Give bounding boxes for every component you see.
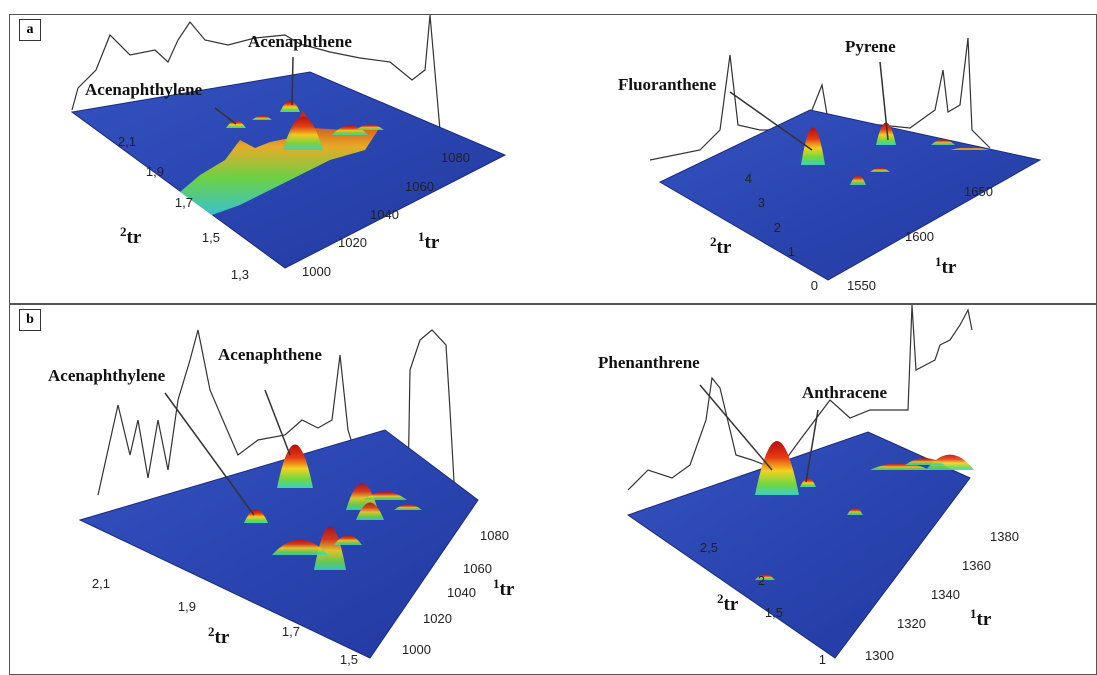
x-axis-label: 1tr [493, 576, 515, 600]
surface-peak [850, 175, 866, 185]
peak-leader-line [729, 91, 813, 151]
y-tick-label: 1,7 [282, 624, 300, 639]
y-tick-label: 1,3 [231, 267, 249, 282]
surface-peak [847, 508, 863, 515]
chromatogram-trace [97, 329, 456, 501]
x-tick-label: 1040 [370, 207, 399, 222]
y-tick-label: 0 [811, 278, 818, 293]
x-tick-label: 1320 [897, 616, 926, 631]
x-tick-label: 1360 [962, 558, 991, 573]
y-tick-label: 4 [745, 171, 752, 186]
x-tick-label: 1040 [447, 585, 476, 600]
peak-leader-line [264, 389, 291, 456]
surface-plane [78, 429, 479, 659]
peak-acenaphthylene [244, 509, 268, 523]
y-tick-label: 2 [758, 573, 765, 588]
peak-label: Acenaphthylene [48, 366, 166, 385]
panel-b-tag: b [19, 309, 41, 331]
y-tick-label: 1,9 [178, 599, 196, 614]
x-tick-label: 1650 [964, 184, 993, 199]
surface-peak [950, 147, 990, 150]
surface-peak [356, 124, 384, 130]
y-axis-label: 2tr [208, 624, 230, 648]
peak-label: Phenanthrene [598, 353, 700, 372]
y-tick-label: 1,9 [146, 164, 164, 179]
surface-peak [394, 504, 422, 510]
x-tick-label: 1080 [480, 528, 509, 543]
peak-label: Pyrene [845, 37, 896, 56]
surface-peak [252, 115, 272, 120]
peak-phenanthrene [755, 441, 799, 495]
surface-peak [272, 539, 328, 555]
peak-acenaphthylene [226, 120, 246, 128]
x-tick-label: 1380 [990, 529, 1019, 544]
peak-label: Acenaphthene [218, 345, 322, 364]
surface-plane [658, 109, 1042, 281]
surface-peak [283, 116, 323, 150]
peak-leader-line [291, 56, 294, 106]
x-tick-label: 1000 [402, 642, 431, 657]
chromatogram-trace [71, 14, 441, 131]
x-axis-label: 1tr [970, 606, 992, 630]
y-tick-label: 1,5 [202, 230, 220, 245]
panel-a-tag: a [19, 19, 41, 41]
peak-acenaphthene [280, 100, 300, 112]
y-axis-label: 2tr [120, 224, 142, 248]
peak-label: Fluoranthene [618, 75, 717, 94]
peak-leader-line [164, 392, 255, 516]
x-axis-label: 1tr [418, 229, 440, 253]
x-tick-label: 1550 [847, 278, 876, 293]
surface-plane [626, 431, 971, 659]
y-tick-label: 1,7 [175, 195, 193, 210]
peak-label: Acenaphthylene [85, 80, 203, 99]
x-axis-label: 1tr [935, 254, 957, 278]
surface-peak [870, 167, 890, 172]
y-tick-label: 2,1 [92, 576, 110, 591]
peak-fluoranthene [801, 127, 825, 165]
x-tick-label: 1060 [463, 561, 492, 576]
surface-peak [905, 458, 945, 465]
surface-peak [926, 454, 974, 470]
surface-peak [363, 491, 407, 500]
y-tick-label: 3 [758, 195, 765, 210]
peak-acenaphthene [277, 444, 313, 488]
ridge-surface [180, 110, 380, 215]
peak-leader-line [214, 107, 237, 125]
x-tick-label: 1020 [423, 611, 452, 626]
x-tick-label: 1060 [405, 179, 434, 194]
x-tick-label: 1600 [905, 229, 934, 244]
surface-peak [334, 535, 362, 545]
y-tick-label: 1 [788, 244, 795, 259]
peak-pyrene [876, 122, 896, 145]
surface-peak [931, 139, 955, 145]
x-tick-label: 1340 [931, 587, 960, 602]
x-tick-label: 1000 [302, 264, 331, 279]
y-tick-label: 2,1 [118, 134, 136, 149]
y-tick-label: 1 [819, 652, 826, 667]
x-tick-label: 1080 [441, 150, 470, 165]
surface-peak [332, 125, 368, 135]
x-tick-label: 1300 [865, 648, 894, 663]
y-axis-label: 2tr [710, 234, 732, 258]
surface-peak [755, 574, 775, 580]
peak-leader-line [879, 61, 889, 141]
peak-anthracene [800, 478, 816, 487]
x-tick-label: 1020 [338, 235, 367, 250]
peak-leader-line [699, 384, 773, 471]
y-tick-label: 2 [774, 220, 781, 235]
peak-label: Acenaphthene [248, 32, 352, 51]
y-tick-label: 2,5 [700, 540, 718, 555]
peak-label: Anthracene [802, 383, 887, 402]
surface-peak [314, 526, 346, 570]
chromatogram-trace [627, 304, 973, 491]
y-axis-label: 2tr [717, 591, 739, 615]
peak-leader-line [805, 409, 819, 483]
surface-peak [356, 502, 384, 520]
y-tick-label: 1,5 [765, 605, 783, 620]
y-tick-label: 1,5 [340, 652, 358, 667]
